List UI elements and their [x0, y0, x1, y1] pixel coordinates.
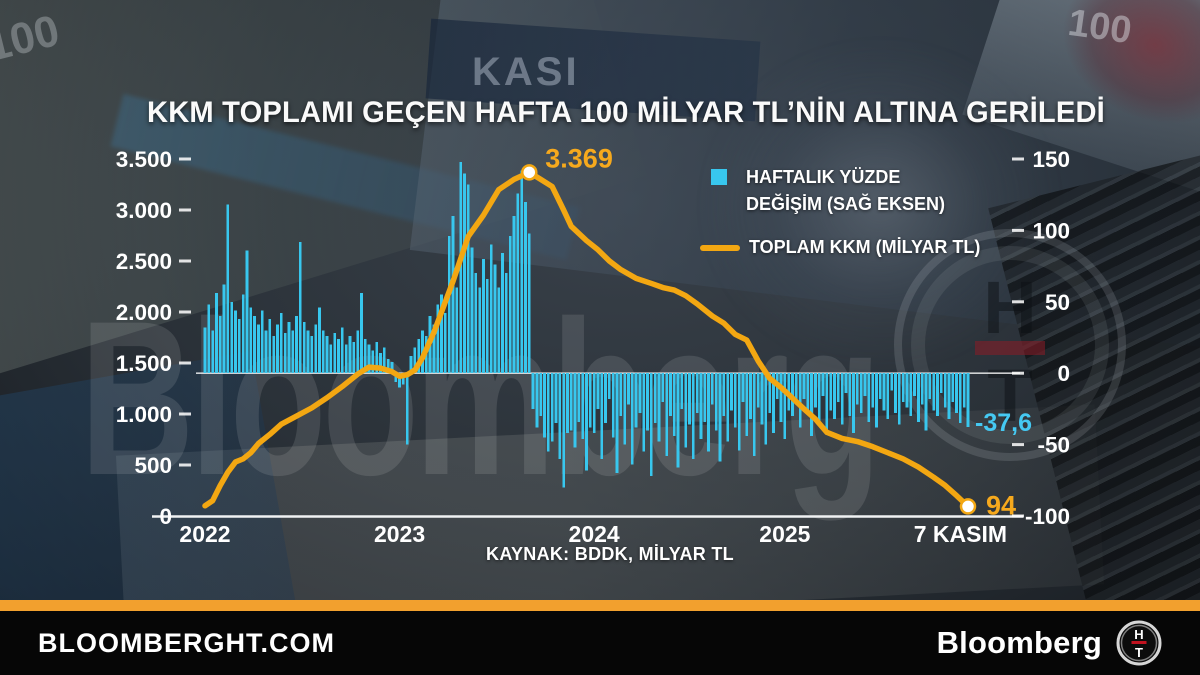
- legend-item-line: TOPLAM KKM (MİLYAR TL): [700, 234, 980, 261]
- chart-headline: KKM TOPLAMI GEÇEN HAFTA 100 MİLYAR TL’Nİ…: [147, 96, 1105, 129]
- source-note: KAYNAK: BDDK, MİLYAR TL: [486, 544, 734, 564]
- svg-text:2025: 2025: [759, 521, 810, 547]
- svg-text:3.500: 3.500: [116, 147, 172, 172]
- footer-brand: Bloomberg H T: [937, 620, 1162, 666]
- line_end-marker: [959, 498, 977, 515]
- footer-accent-stripe: [0, 600, 1200, 611]
- ht-logo-h: H: [1134, 627, 1143, 642]
- ht-logo-t: T: [1135, 645, 1143, 660]
- ht-watermark-t: T: [987, 354, 1032, 437]
- chart-legend: HAFTALIK YÜZDE DEĞİŞİM (SAĞ EKSEN) TOPLA…: [700, 164, 980, 261]
- svg-text:1.000: 1.000: [116, 402, 172, 427]
- svg-text:150: 150: [1032, 147, 1070, 172]
- svg-text:2024: 2024: [569, 521, 620, 547]
- svg-text:-100: -100: [1025, 504, 1070, 529]
- legend-line-swatch: [700, 244, 740, 251]
- peak-marker: [521, 164, 538, 181]
- footer-site-url: BLOOMBERGHT.COM: [38, 627, 335, 658]
- svg-text:2023: 2023: [374, 521, 425, 547]
- svg-text:0: 0: [1057, 361, 1070, 386]
- svg-text:0: 0: [159, 504, 172, 529]
- ht-watermark-h: H: [983, 266, 1036, 349]
- chart-layer: 3.5003.0002.5002.0001.5001.0005000150100…: [116, 143, 1070, 547]
- svg-text:2.500: 2.500: [116, 249, 172, 274]
- ht-logo-redbar: [1131, 641, 1147, 644]
- svg-text:7 KASIM: 7 KASIM: [914, 521, 1007, 547]
- peak-annotation: 3.369: [545, 143, 613, 173]
- line_end-annotation: 94: [986, 490, 1016, 520]
- svg-text:50: 50: [1045, 290, 1070, 315]
- weekly-change-bars: [203, 161, 970, 488]
- svg-text:3.000: 3.000: [116, 198, 172, 223]
- svg-text:1.500: 1.500: [116, 351, 172, 376]
- legend-bar-label: HAFTALIK YÜZDE DEĞİŞİM (SAĞ EKSEN): [746, 167, 946, 214]
- ht-watermark: H T: [894, 229, 1126, 461]
- ht-watermark-redbar: [975, 341, 1045, 355]
- svg-text:2.000: 2.000: [116, 300, 172, 325]
- ht-logo: H T: [1116, 620, 1162, 666]
- legend-line-label: TOPLAM KKM (MİLYAR TL): [749, 237, 981, 257]
- banknote-kasi-text: KASI: [472, 50, 580, 95]
- bar_end-annotation: -37,6: [975, 409, 1032, 437]
- legend-bar-swatch: [711, 169, 727, 185]
- svg-text:100: 100: [1032, 218, 1070, 243]
- kkm-total-line: [202, 169, 971, 510]
- svg-text:-50: -50: [1037, 433, 1070, 458]
- svg-text:2022: 2022: [179, 521, 230, 547]
- bloomberg-wordmark: Bloomberg: [936, 625, 1102, 660]
- legend-item-bars: HAFTALIK YÜZDE DEĞİŞİM (SAĞ EKSEN): [700, 164, 980, 218]
- footer: BLOOMBERGHT.COM Bloomberg H T: [0, 611, 1200, 675]
- svg-text:500: 500: [134, 453, 172, 478]
